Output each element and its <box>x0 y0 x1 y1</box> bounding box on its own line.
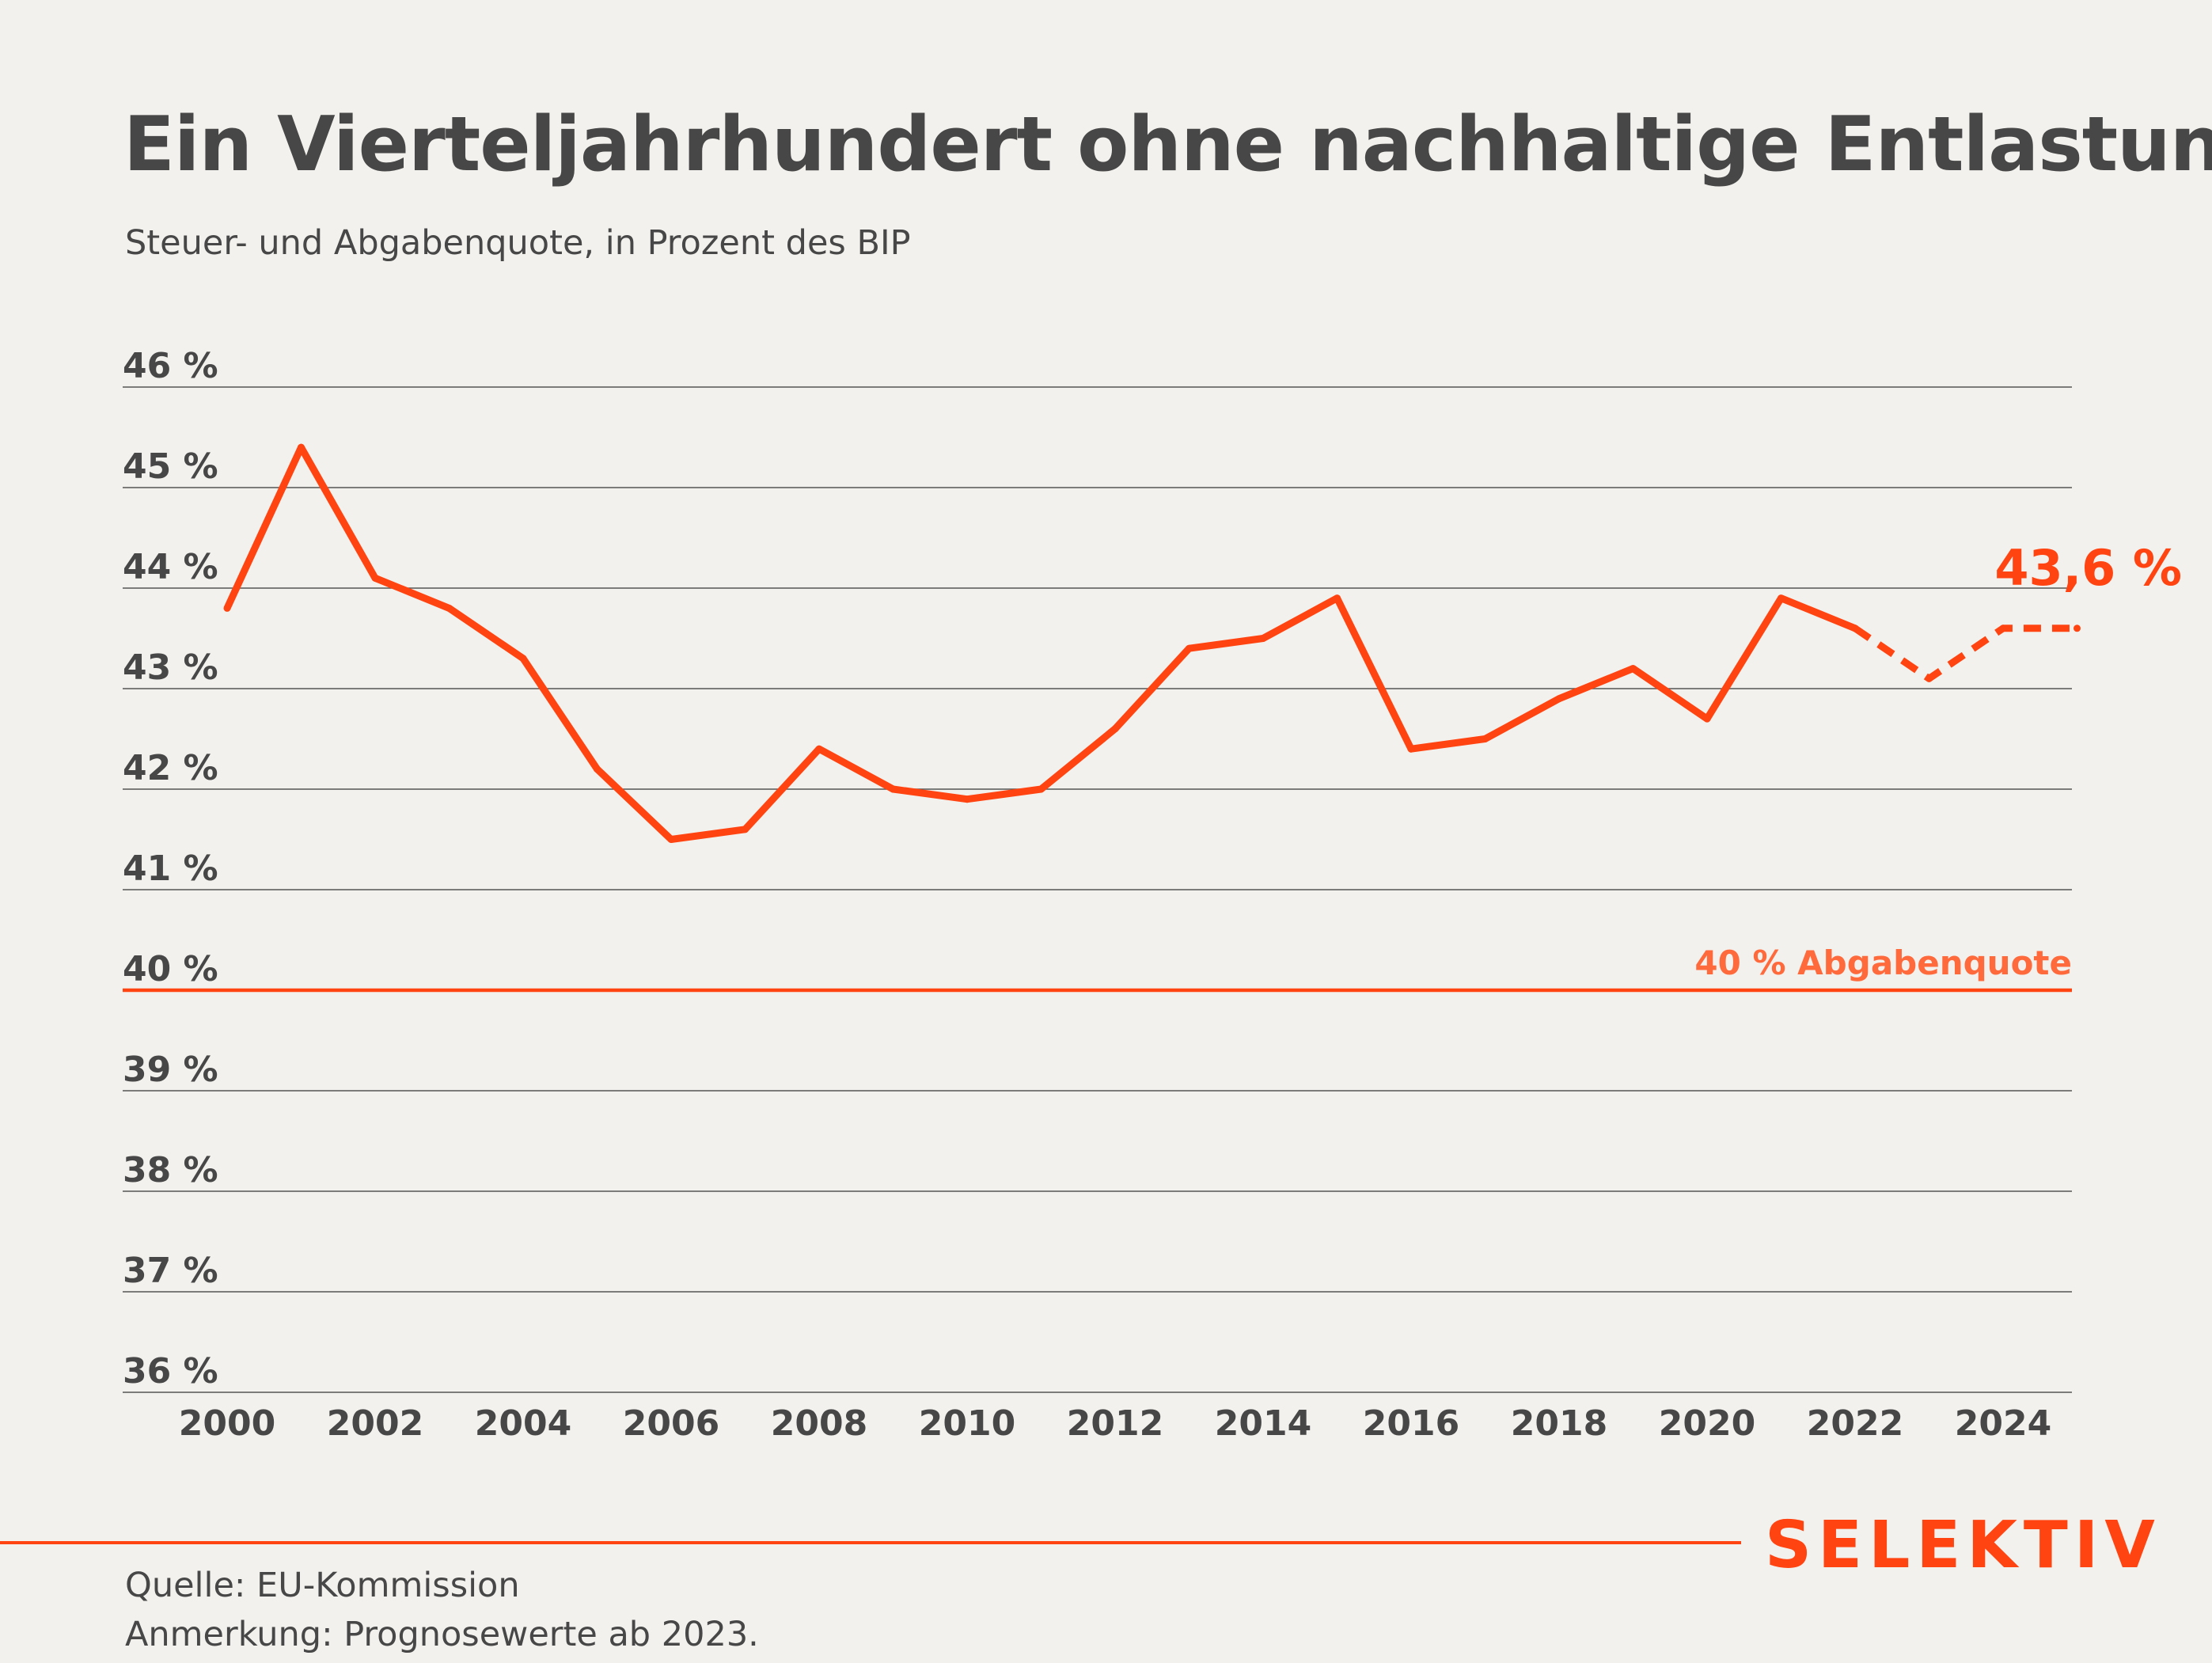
x-tick-label: 2018 <box>1511 1403 1607 1444</box>
data-point <box>890 785 897 793</box>
x-tick-label: 2002 <box>327 1403 423 1444</box>
x-tick-label: 2004 <box>475 1403 571 1444</box>
y-tick-label: 41 % <box>123 849 218 889</box>
data-point <box>594 765 601 773</box>
data-point <box>519 655 527 663</box>
x-tick-label: 2016 <box>1363 1403 1459 1444</box>
y-tick-label: 43 % <box>123 647 218 688</box>
end-value-label: 43,6 % <box>1994 539 2182 597</box>
data-point <box>446 604 453 612</box>
data-point <box>1038 785 1045 793</box>
data-point <box>1555 695 1563 703</box>
end-label-group: 43,6 % <box>1994 539 2182 597</box>
y-tick-label: 46 % <box>123 346 218 386</box>
y-tick-label: 40 % <box>123 949 218 989</box>
data-point <box>815 745 823 753</box>
forecast-series-line <box>1853 625 2077 682</box>
y-tick-label: 38 % <box>123 1150 218 1190</box>
data-point <box>1999 625 2007 632</box>
data-point <box>1778 594 1785 602</box>
source-note: Quelle: EU-Kommission <box>125 1566 520 1605</box>
y-tick-label: 39 % <box>123 1050 218 1090</box>
reference-line-label: 40 % Abgabenquote <box>1694 944 2072 982</box>
x-axis-tick-labels: 2000 2002 2004 2006 2008 2010 2012 2014 2016 2018… <box>179 1403 2051 1444</box>
data-point <box>1926 674 1933 682</box>
data-point <box>1630 665 1637 673</box>
x-tick-label: 2012 <box>1067 1403 1163 1444</box>
y-tick-label: 44 % <box>123 547 218 587</box>
y-tick-label: 36 % <box>123 1351 218 1392</box>
y-tick-label: 45 % <box>123 446 218 487</box>
chart-title: Ein Vierteljahrhundert ohne nachhaltige … <box>123 101 2212 188</box>
forecast-note: Anmerkung: Prognosewerte ab 2023. <box>125 1615 759 1654</box>
data-point <box>1111 725 1119 733</box>
x-tick-label: 2006 <box>623 1403 719 1444</box>
data-point <box>1334 594 1341 602</box>
line-chart: 46 % 45 % 44 % 43 % 42 % 41 % 40 % 39 % 38 % 37 %… <box>123 346 2182 1444</box>
series-lines <box>223 443 2081 843</box>
x-tick-label: 2022 <box>1807 1403 1903 1444</box>
data-point <box>1703 715 1711 723</box>
x-tick-label: 2024 <box>1955 1403 2051 1444</box>
data-point <box>1482 735 1489 742</box>
data-point <box>223 604 231 612</box>
x-tick-label: 2014 <box>1215 1403 1311 1444</box>
data-point <box>371 574 379 582</box>
data-point <box>298 443 305 451</box>
chart-subtitle: Steuer- und Abgabenquote, in Prozent des… <box>125 223 911 263</box>
x-tick-label: 2010 <box>919 1403 1015 1444</box>
data-point <box>667 836 675 843</box>
data-point <box>1259 635 1267 642</box>
brand-logo: SELEKTIV <box>1765 1508 2161 1583</box>
data-point <box>1407 745 1415 753</box>
x-tick-label: 2020 <box>1659 1403 1755 1444</box>
y-tick-label: 37 % <box>123 1251 218 1291</box>
actual-series-line <box>223 443 1857 843</box>
y-tick-label: 42 % <box>123 748 218 788</box>
data-point <box>2074 625 2081 632</box>
y-axis-tick-labels: 46 % 45 % 44 % 43 % 42 % 41 % 40 % 39 % 38 % 37 %… <box>123 346 218 1392</box>
data-point <box>963 795 971 803</box>
data-point <box>1851 625 1859 632</box>
data-point <box>742 826 749 833</box>
gridlines <box>123 386 2072 1393</box>
x-tick-label: 2000 <box>179 1403 275 1444</box>
x-tick-label: 2008 <box>771 1403 867 1444</box>
data-point <box>1186 644 1193 652</box>
reference-line-group: 40 % Abgabenquote <box>123 944 2072 993</box>
footer-divider <box>0 1541 1741 1544</box>
